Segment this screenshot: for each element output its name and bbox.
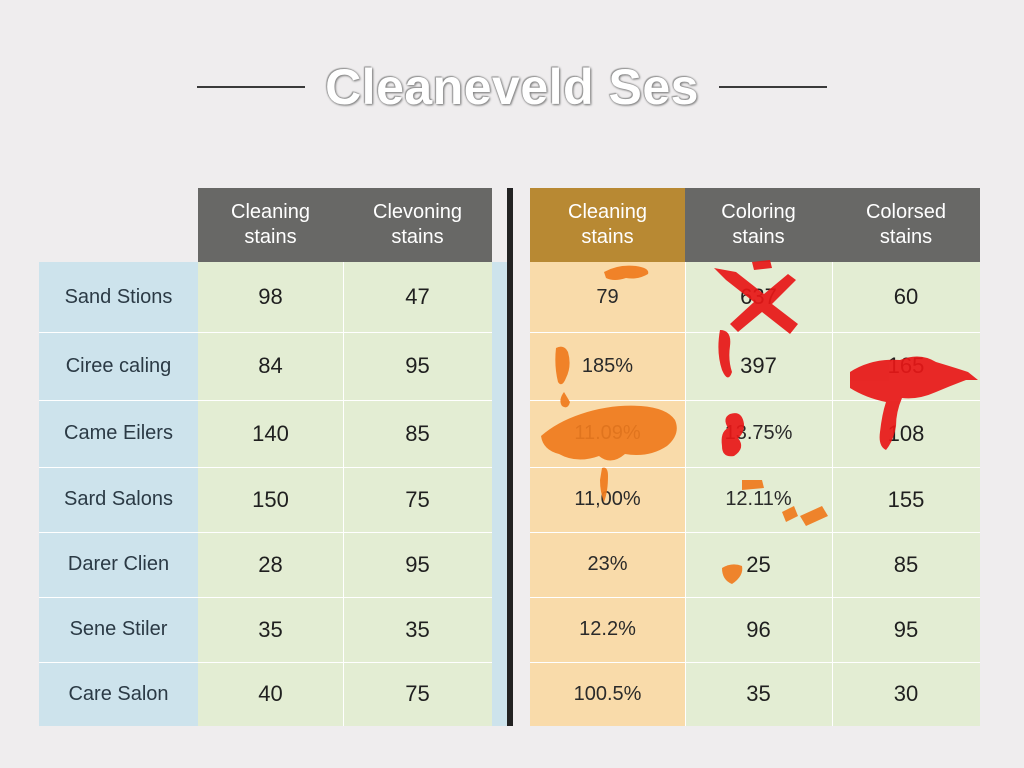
table-cell: 79: [596, 285, 619, 308]
column-1-background: [198, 262, 343, 726]
row-divider: [39, 597, 492, 598]
row-divider: [530, 532, 980, 533]
table-cell: 25: [746, 551, 771, 577]
table-cell: 95: [893, 616, 919, 642]
table-cell: 397: [740, 353, 777, 378]
row-divider: [39, 662, 492, 663]
table-cell: 95: [405, 551, 430, 577]
column-header-4: Coloring stains: [685, 188, 832, 262]
table-cell: 28: [258, 551, 283, 577]
column-header-5: Colorsed stains: [832, 188, 980, 262]
column-divider-line: [343, 262, 344, 726]
title-rule-right: [718, 86, 827, 88]
row-divider: [39, 400, 492, 401]
chart-title: Cleaneveld Ses: [325, 59, 699, 115]
table-cell: 95: [405, 353, 430, 378]
row-label: Came Eilers: [64, 422, 173, 444]
table-cell: 11.09%: [574, 422, 641, 444]
table-cell: 100.5%: [573, 682, 642, 705]
row-label: Darer Clien: [67, 553, 170, 575]
table-cell: 96: [746, 616, 771, 642]
row-divider: [530, 662, 980, 663]
table-cell: 47: [405, 284, 430, 309]
table-cell: 165: [887, 353, 925, 378]
row-label-column: [39, 262, 198, 726]
table-cell: 637: [740, 284, 777, 309]
column-divider: [507, 188, 513, 726]
row-label: Sand Stions: [64, 285, 173, 308]
row-divider: [530, 597, 980, 598]
table-cell: 30: [893, 681, 919, 706]
column-gap: [492, 262, 507, 726]
row-label: Care Salon: [68, 682, 169, 705]
table-cell: 150: [252, 486, 289, 512]
table-cell: 11,00%: [574, 488, 641, 510]
row-label: Ciree caling: [65, 354, 172, 377]
table-cell: 75: [405, 486, 430, 512]
table-cell: 108: [887, 420, 925, 446]
row-divider: [530, 400, 980, 401]
row-label: Sene Stiler: [69, 618, 168, 640]
title-rule-left: [197, 86, 306, 88]
table-cell: 98: [258, 284, 283, 309]
table-cell: 35: [405, 616, 430, 642]
column-4-background: [685, 262, 832, 726]
table-cell: 84: [258, 353, 283, 378]
row-divider: [39, 532, 492, 533]
row-divider: [39, 332, 492, 333]
table-cell: 23%: [587, 553, 628, 575]
column-divider-line: [832, 262, 833, 726]
table-cell: 60: [893, 284, 919, 309]
table-cell: 155: [887, 486, 925, 512]
column-divider-line: [685, 262, 686, 726]
title-bar: Cleaneveld Ses: [0, 55, 1024, 119]
table-cell: 13.75%: [724, 422, 793, 444]
column-header-1: Cleaning stains: [198, 188, 343, 262]
table-cell: 40: [258, 681, 283, 706]
row-label: Sard Salons: [64, 488, 173, 510]
column-2-background: [343, 262, 492, 726]
table-cell: 140: [252, 420, 289, 446]
column-header-3: Cleaning stains: [530, 188, 685, 262]
table-cell: 12.11%: [725, 488, 792, 510]
table-cell: 75: [405, 681, 430, 706]
row-divider: [530, 467, 980, 468]
column-5-background: [832, 262, 980, 726]
table-cell: 185%: [581, 354, 634, 377]
row-divider: [39, 467, 492, 468]
table-cell: 12.2%: [579, 618, 636, 640]
table-cell: 35: [746, 681, 771, 706]
table-cell: 85: [405, 420, 430, 446]
table-cell: 85: [893, 551, 919, 577]
table-cell: 35: [258, 616, 283, 642]
column-header-2: Clevoning stains: [343, 188, 492, 262]
